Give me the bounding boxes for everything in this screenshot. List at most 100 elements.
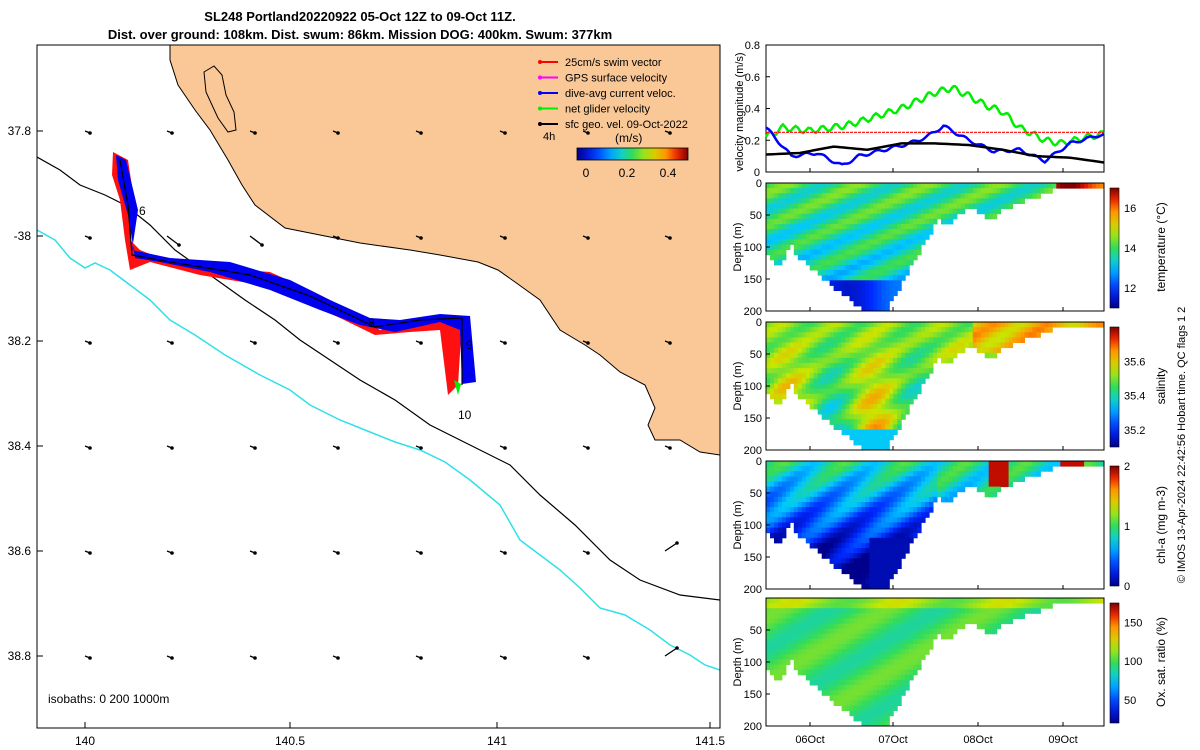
profile-cell bbox=[805, 608, 811, 614]
profile-cell bbox=[825, 608, 831, 614]
profile-cell bbox=[877, 542, 882, 549]
profile-cell bbox=[849, 527, 854, 534]
profile-cell bbox=[853, 659, 858, 665]
profile-cell bbox=[809, 618, 815, 625]
profile-cell bbox=[841, 342, 847, 349]
profile-cell bbox=[889, 486, 894, 493]
profile-cell bbox=[1032, 471, 1037, 477]
profile-cell bbox=[992, 476, 998, 482]
profile-cell bbox=[889, 229, 894, 235]
profile-cell bbox=[897, 476, 902, 482]
profile-cell bbox=[766, 203, 771, 210]
profile-cell bbox=[821, 239, 827, 245]
geo-velocity-arrow bbox=[166, 235, 180, 246]
profile-cell bbox=[837, 193, 843, 199]
profile-cell bbox=[889, 690, 894, 696]
geo-velocity-arrowhead bbox=[675, 646, 679, 650]
profile-cell bbox=[944, 476, 950, 482]
profile-cell bbox=[770, 532, 775, 539]
profile-cell bbox=[988, 332, 994, 338]
profile-cell bbox=[857, 512, 862, 518]
profile-cell bbox=[873, 466, 878, 472]
profile-cell bbox=[801, 669, 807, 676]
profile-cell bbox=[774, 664, 779, 671]
profile-cell bbox=[841, 496, 847, 503]
profile-cell bbox=[869, 254, 874, 261]
profile-cell bbox=[956, 613, 962, 619]
profile-cell bbox=[905, 628, 910, 635]
profile-cell bbox=[853, 461, 858, 467]
profile-cell bbox=[873, 527, 878, 534]
profile-cell bbox=[937, 461, 942, 467]
profile-cell bbox=[781, 234, 787, 240]
profile-cell bbox=[849, 352, 854, 359]
profile-cell bbox=[785, 342, 791, 349]
profile-cell bbox=[1004, 598, 1010, 604]
profile-cell bbox=[809, 342, 815, 349]
profile-cell bbox=[785, 633, 791, 640]
profile-cell bbox=[925, 608, 930, 614]
profile-cell bbox=[893, 285, 898, 291]
profile-cell bbox=[929, 486, 934, 493]
profile-cell bbox=[833, 690, 839, 696]
profile-cell bbox=[897, 264, 902, 271]
profile-cell bbox=[1048, 603, 1053, 609]
profile-cell bbox=[1024, 461, 1029, 467]
profile-cell bbox=[869, 659, 874, 665]
profile-cell bbox=[793, 664, 799, 671]
profile-cell bbox=[952, 618, 958, 625]
profile-cell bbox=[956, 481, 962, 488]
profile-cell bbox=[841, 598, 847, 604]
profile-cell bbox=[869, 532, 874, 539]
profile-cell bbox=[841, 628, 847, 635]
profile-cell bbox=[1060, 461, 1065, 467]
profile-cell bbox=[833, 218, 839, 225]
profile-cell bbox=[774, 229, 779, 235]
profile-cell bbox=[881, 424, 886, 430]
profile-cell bbox=[857, 275, 862, 281]
profile-cell bbox=[889, 383, 894, 389]
profile-cell bbox=[817, 466, 823, 472]
profile-cell bbox=[777, 649, 783, 655]
profile-cell bbox=[913, 347, 918, 354]
profile-cell bbox=[817, 623, 823, 630]
profile-cell bbox=[948, 486, 954, 493]
profile-cell bbox=[877, 295, 882, 302]
profile-cell bbox=[841, 563, 847, 569]
profile-cell bbox=[1032, 461, 1037, 467]
profile-cell bbox=[833, 633, 839, 640]
profile-cell bbox=[869, 264, 874, 271]
profile-cell bbox=[1044, 188, 1049, 194]
profile-cell bbox=[857, 264, 862, 271]
profile-cell bbox=[797, 213, 803, 220]
profile-cell bbox=[809, 218, 815, 225]
profile-cell bbox=[833, 649, 839, 655]
profile-cell bbox=[909, 193, 914, 199]
profile-cell bbox=[925, 347, 930, 354]
profile-cell bbox=[793, 368, 799, 374]
profile-cell bbox=[861, 583, 866, 590]
profile-cell bbox=[877, 578, 882, 585]
profile-cell bbox=[996, 603, 1002, 609]
profile-cell bbox=[925, 613, 930, 619]
profile-cell bbox=[909, 327, 914, 333]
profile-cell bbox=[1072, 322, 1077, 328]
profile-cell bbox=[833, 496, 839, 503]
profile-cell bbox=[781, 527, 787, 534]
profile-cell bbox=[885, 280, 890, 286]
profile-cell bbox=[893, 357, 898, 364]
depth-tick-label: 0 bbox=[756, 178, 762, 190]
profile-cell bbox=[921, 461, 926, 467]
profile-cell bbox=[980, 193, 986, 199]
profile-cell bbox=[901, 679, 906, 686]
profile-cell bbox=[869, 218, 874, 225]
profile-cell bbox=[944, 322, 950, 328]
profile-cell bbox=[837, 373, 843, 379]
profile-cell bbox=[869, 229, 874, 235]
profile-cell bbox=[785, 363, 791, 369]
profile-cell bbox=[869, 383, 874, 389]
profile-cell bbox=[1008, 188, 1014, 194]
profile-cell bbox=[841, 542, 847, 549]
profile-cell bbox=[777, 512, 783, 518]
profile-cell bbox=[845, 414, 850, 420]
